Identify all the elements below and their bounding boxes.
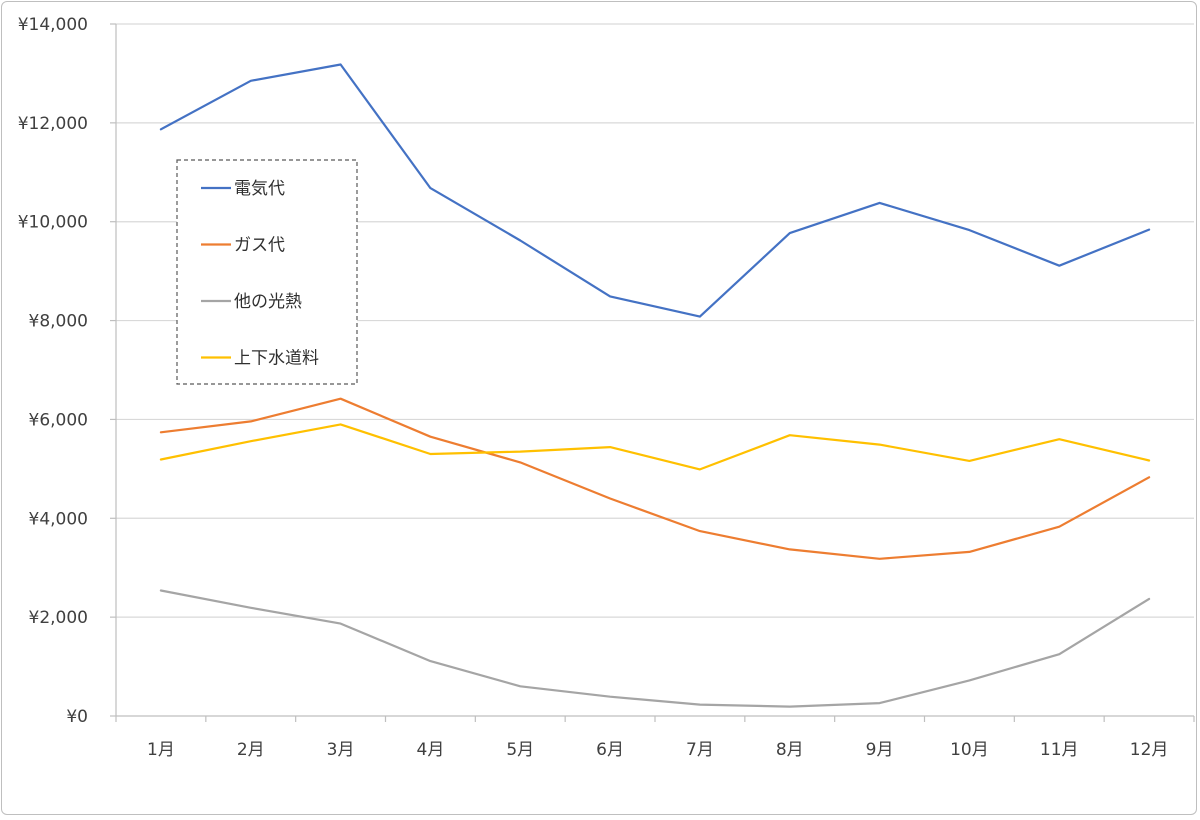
x-tick-label: 8月	[776, 740, 804, 760]
y-tick-label: ¥6,000	[29, 410, 88, 430]
series-line-2	[159, 397, 1151, 560]
legend-label: 上下水道料	[234, 349, 319, 369]
legend-label: 電気代	[234, 179, 285, 199]
x-tick-label: 5月	[506, 740, 534, 760]
x-tick-label: 7月	[686, 740, 714, 760]
series-line-3	[159, 589, 1151, 708]
x-tick-labels: 1月 2月 3月 4月 5月 6月 7月 8月 9月 10月 11月 12月	[147, 740, 1168, 760]
legend-label: ガス代	[234, 236, 285, 256]
x-tick-label: 10月	[950, 740, 989, 760]
y-tick-labels: ¥0 ¥2,000 ¥4,000 ¥6,000 ¥8,000 ¥10,000 ¥12,000…	[18, 15, 88, 727]
x-tick-label: 3月	[327, 740, 355, 760]
y-tick-label: ¥10,000	[18, 213, 88, 233]
x-tick-label: 6月	[596, 740, 624, 760]
y-tick-label: ¥2,000	[29, 608, 88, 628]
series-line-1	[159, 63, 1151, 318]
x-tick-label: 12月	[1130, 740, 1169, 760]
x-tick-label: 2月	[237, 740, 265, 760]
series-lines	[159, 63, 1151, 708]
legend-label: 他の光熱	[234, 292, 302, 312]
axes	[110, 23, 1195, 722]
x-tick-label: 11月	[1040, 740, 1079, 760]
legend-box	[176, 159, 358, 385]
x-tick-label: 4月	[417, 740, 445, 760]
y-tick-label: ¥8,000	[29, 312, 88, 332]
series-line-4	[159, 423, 1151, 471]
y-tick-label: ¥12,000	[18, 114, 88, 134]
y-tick-label: ¥0	[66, 707, 88, 727]
x-tick-label: 1月	[147, 740, 175, 760]
y-tick-label: ¥4,000	[29, 509, 88, 529]
x-tick-label: 9月	[866, 740, 894, 760]
y-tick-label: ¥14,000	[18, 15, 88, 35]
